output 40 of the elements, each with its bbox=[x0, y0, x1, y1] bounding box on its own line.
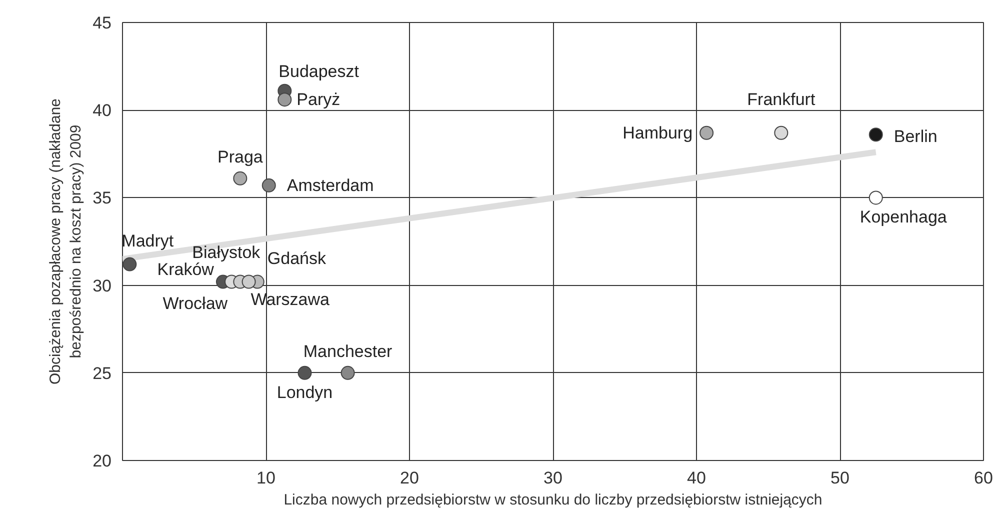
point bbox=[298, 366, 312, 380]
series-label: Kraków bbox=[157, 260, 215, 279]
y-tick-label: 40 bbox=[92, 101, 112, 120]
series-label: Amsterdam bbox=[286, 176, 374, 195]
x-tick-label: 10 bbox=[256, 468, 276, 488]
series-label: Londyn bbox=[276, 382, 333, 402]
x-tick-label: 20 bbox=[400, 468, 419, 488]
y-tick-label: 35 bbox=[92, 188, 112, 208]
y-tick-label: 30 bbox=[92, 276, 112, 296]
x-axis-title: Liczba nowych przedsiębiorstw w stosunku do liczby przedsiębiorstw istniejących bbox=[284, 492, 822, 508]
point bbox=[700, 126, 714, 140]
x-tick-label: 60 bbox=[974, 468, 993, 488]
point bbox=[868, 190, 883, 205]
series-label: Budapeszt bbox=[278, 62, 360, 81]
point bbox=[774, 126, 788, 140]
series-label: Berlin bbox=[894, 127, 938, 146]
series-label: Kopenhaga bbox=[860, 208, 948, 227]
series-label: Manchester bbox=[303, 342, 393, 361]
point bbox=[340, 366, 355, 380]
x-tick-label: 50 bbox=[830, 468, 850, 488]
series-label: Madryt bbox=[122, 231, 174, 250]
series-label: Gdańsk bbox=[267, 248, 326, 268]
series-label: Paryż bbox=[296, 90, 340, 110]
point bbox=[122, 257, 137, 272]
series-label: Frankfurt bbox=[747, 90, 816, 109]
point bbox=[868, 128, 883, 142]
y-tick-label: 25 bbox=[92, 364, 112, 383]
series-label: Białystok bbox=[192, 242, 261, 262]
x-tick-label: 30 bbox=[544, 468, 562, 488]
series-label: Wrocław bbox=[162, 294, 228, 313]
series-label: Hamburg bbox=[622, 123, 693, 142]
y-tick-label: 20 bbox=[92, 452, 112, 470]
x-tick-label: 40 bbox=[687, 468, 706, 488]
point bbox=[262, 178, 276, 192]
y-tick-label: 45 bbox=[92, 14, 112, 32]
point bbox=[278, 92, 292, 107]
series-label: Praga bbox=[217, 147, 264, 166]
point bbox=[242, 274, 256, 289]
y-axis-title: Obciążenia pozapłacowe pracy (nakładane bezpośrednio na koszt pracy) 2009 bbox=[47, 98, 85, 385]
point bbox=[233, 171, 248, 186]
